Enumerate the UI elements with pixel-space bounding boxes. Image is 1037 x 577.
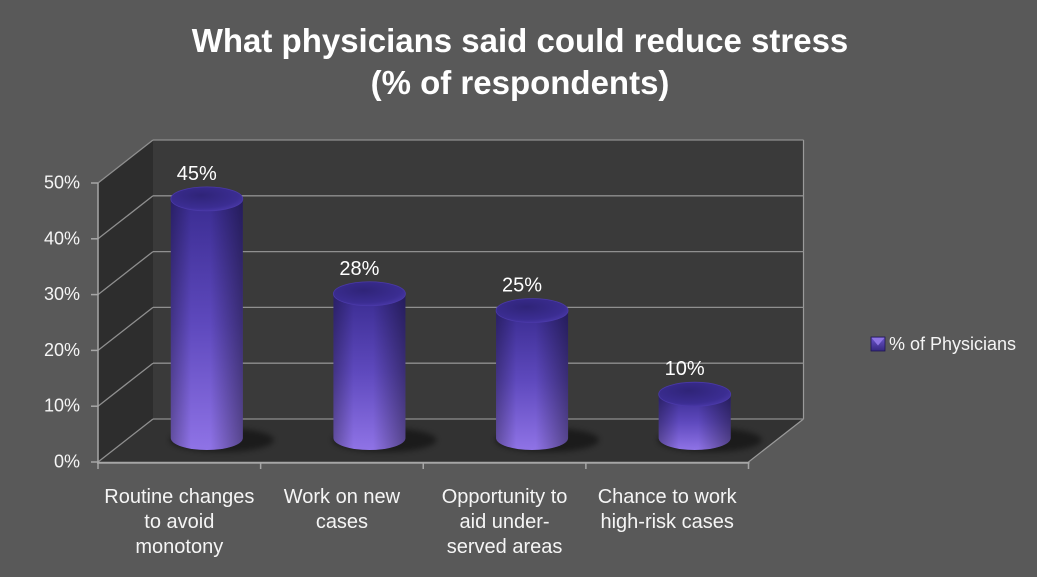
legend: % of Physicians	[870, 334, 1016, 354]
cylinder-top	[170, 186, 244, 212]
legend-label: % of Physicians	[889, 334, 1016, 354]
back-wall	[153, 140, 804, 419]
gridline-side	[97, 362, 154, 407]
y-tick-label: 0%	[54, 452, 80, 472]
floor	[98, 419, 804, 462]
chart-subtitle: (% of respondents)	[371, 64, 670, 101]
cylinder-body-shading	[170, 198, 243, 450]
gridline-side	[97, 195, 154, 240]
category-label: Opportunity to	[442, 486, 568, 508]
gridline-side	[97, 418, 154, 463]
data-labels: 45% 28% 25% 10%	[177, 163, 705, 380]
cylinder-body-shading	[496, 310, 569, 450]
data-label: 45%	[177, 163, 217, 185]
cylinder-top	[495, 298, 569, 323]
category-label: Work on new	[284, 486, 401, 508]
cylinder-top	[333, 281, 406, 307]
category-label: to avoid	[144, 511, 214, 533]
floor-right-edge	[748, 418, 804, 463]
category-label: served areas	[447, 536, 563, 558]
plot-3d-walls	[98, 140, 805, 463]
category-label: Chance to work	[598, 486, 738, 508]
legend-marker-icon	[870, 336, 886, 352]
data-label: 28%	[339, 258, 379, 280]
side-wall	[98, 140, 153, 462]
cylinder-body-shading	[333, 293, 406, 450]
category-label: aid under-	[460, 511, 550, 533]
cylinder-bars	[170, 186, 732, 450]
category-label: cases	[316, 511, 368, 533]
axis-lines	[91, 182, 750, 469]
gridline-side	[97, 306, 154, 351]
y-tick-label: 10%	[44, 396, 80, 416]
category-label: high-risk cases	[600, 511, 733, 533]
y-axis-labels: 0% 10% 20% 30% 40% 50%	[44, 173, 80, 472]
gridlines	[97, 139, 804, 463]
data-label: 25%	[502, 275, 542, 297]
category-label: monotony	[135, 536, 223, 558]
category-label: Routine changes	[104, 486, 254, 508]
category-axis-labels: Routine changes to avoid monotony Work on n…	[104, 486, 737, 558]
y-tick-label: 20%	[44, 340, 80, 360]
chart-title: What physicians said could reduce stress	[192, 22, 849, 59]
cylinder-top	[658, 381, 732, 407]
gridline-side	[97, 251, 154, 296]
y-tick-label: 50%	[44, 173, 80, 193]
cylinder-body-shading	[658, 394, 731, 450]
y-tick-label: 40%	[44, 228, 80, 248]
y-tick-label: 30%	[44, 284, 80, 304]
gridline-side	[97, 139, 154, 184]
data-label: 10%	[665, 358, 705, 380]
